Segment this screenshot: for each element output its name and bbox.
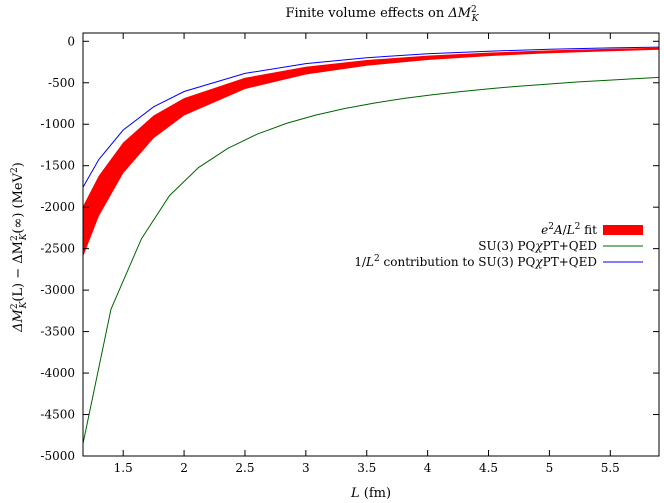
- title-sub: K: [471, 14, 480, 24]
- x-tick-label: 5: [546, 461, 554, 475]
- y-tick-label: -500: [48, 76, 75, 90]
- x-tick-label: 3: [302, 461, 310, 475]
- ylabel-part: ): [11, 162, 26, 167]
- y-tick-label: -3000: [40, 283, 75, 297]
- y-tick-label: 0: [67, 34, 75, 48]
- series-line-2: [83, 46, 659, 188]
- x-tick-label: 2: [180, 461, 188, 475]
- y-tick-label: -2500: [40, 242, 75, 256]
- y-tick-label: -1000: [40, 117, 75, 131]
- x-tick-label: 5.5: [601, 461, 620, 475]
- xlabel-unit: (fm): [360, 486, 391, 501]
- x-tick-label: 2.5: [235, 461, 254, 475]
- x-tick-label: 3.5: [357, 461, 376, 475]
- legend-label-2: 1/L2 contribution to SU(3) PQχPT+QED: [354, 254, 597, 269]
- x-tick-label: 4: [424, 461, 432, 475]
- ylabel-sup: 2: [10, 235, 20, 241]
- x-axis-label: L (fm): [350, 486, 391, 501]
- ylabel-part: (∞) (MeV: [11, 172, 26, 233]
- ylabel-sub: K: [19, 300, 29, 309]
- legend-label-0: e2A/L2 fit: [541, 222, 597, 237]
- y-tick-label: -2000: [40, 200, 75, 214]
- ylabel-sup: 2: [10, 303, 20, 309]
- x-tick-label: 4.5: [479, 461, 498, 475]
- ylabel-sup: 2: [10, 167, 20, 173]
- legend-swatch-0: [603, 225, 643, 235]
- ylabel-part: (L) − ΔM: [11, 241, 26, 302]
- title-math: ΔM: [447, 6, 471, 21]
- xlabel-var: L: [350, 486, 360, 501]
- x-tick-label: 1.5: [114, 461, 133, 475]
- y-axis-label: ΔM2K(L) − ΔM2K(∞) (MeV2): [10, 162, 29, 333]
- ylabel-part: ΔM: [11, 308, 26, 332]
- plot-frame: [82, 32, 660, 457]
- series-line-1: [83, 76, 659, 444]
- title-sup: 2: [471, 5, 477, 15]
- y-tick-label: -5000: [40, 449, 75, 463]
- y-tick-label: -4000: [40, 366, 75, 380]
- ylabel-sub: K: [19, 232, 29, 241]
- legend-label-1: SU(3) PQχPT+QED: [478, 239, 597, 253]
- title-text: Finite volume effects on: [285, 6, 448, 21]
- y-tick-label: -3500: [40, 325, 75, 339]
- y-tick-label: -1500: [40, 159, 75, 173]
- y-tick-label: -4500: [40, 408, 75, 422]
- chart-title: Finite volume effects on ΔM2 K: [285, 5, 479, 24]
